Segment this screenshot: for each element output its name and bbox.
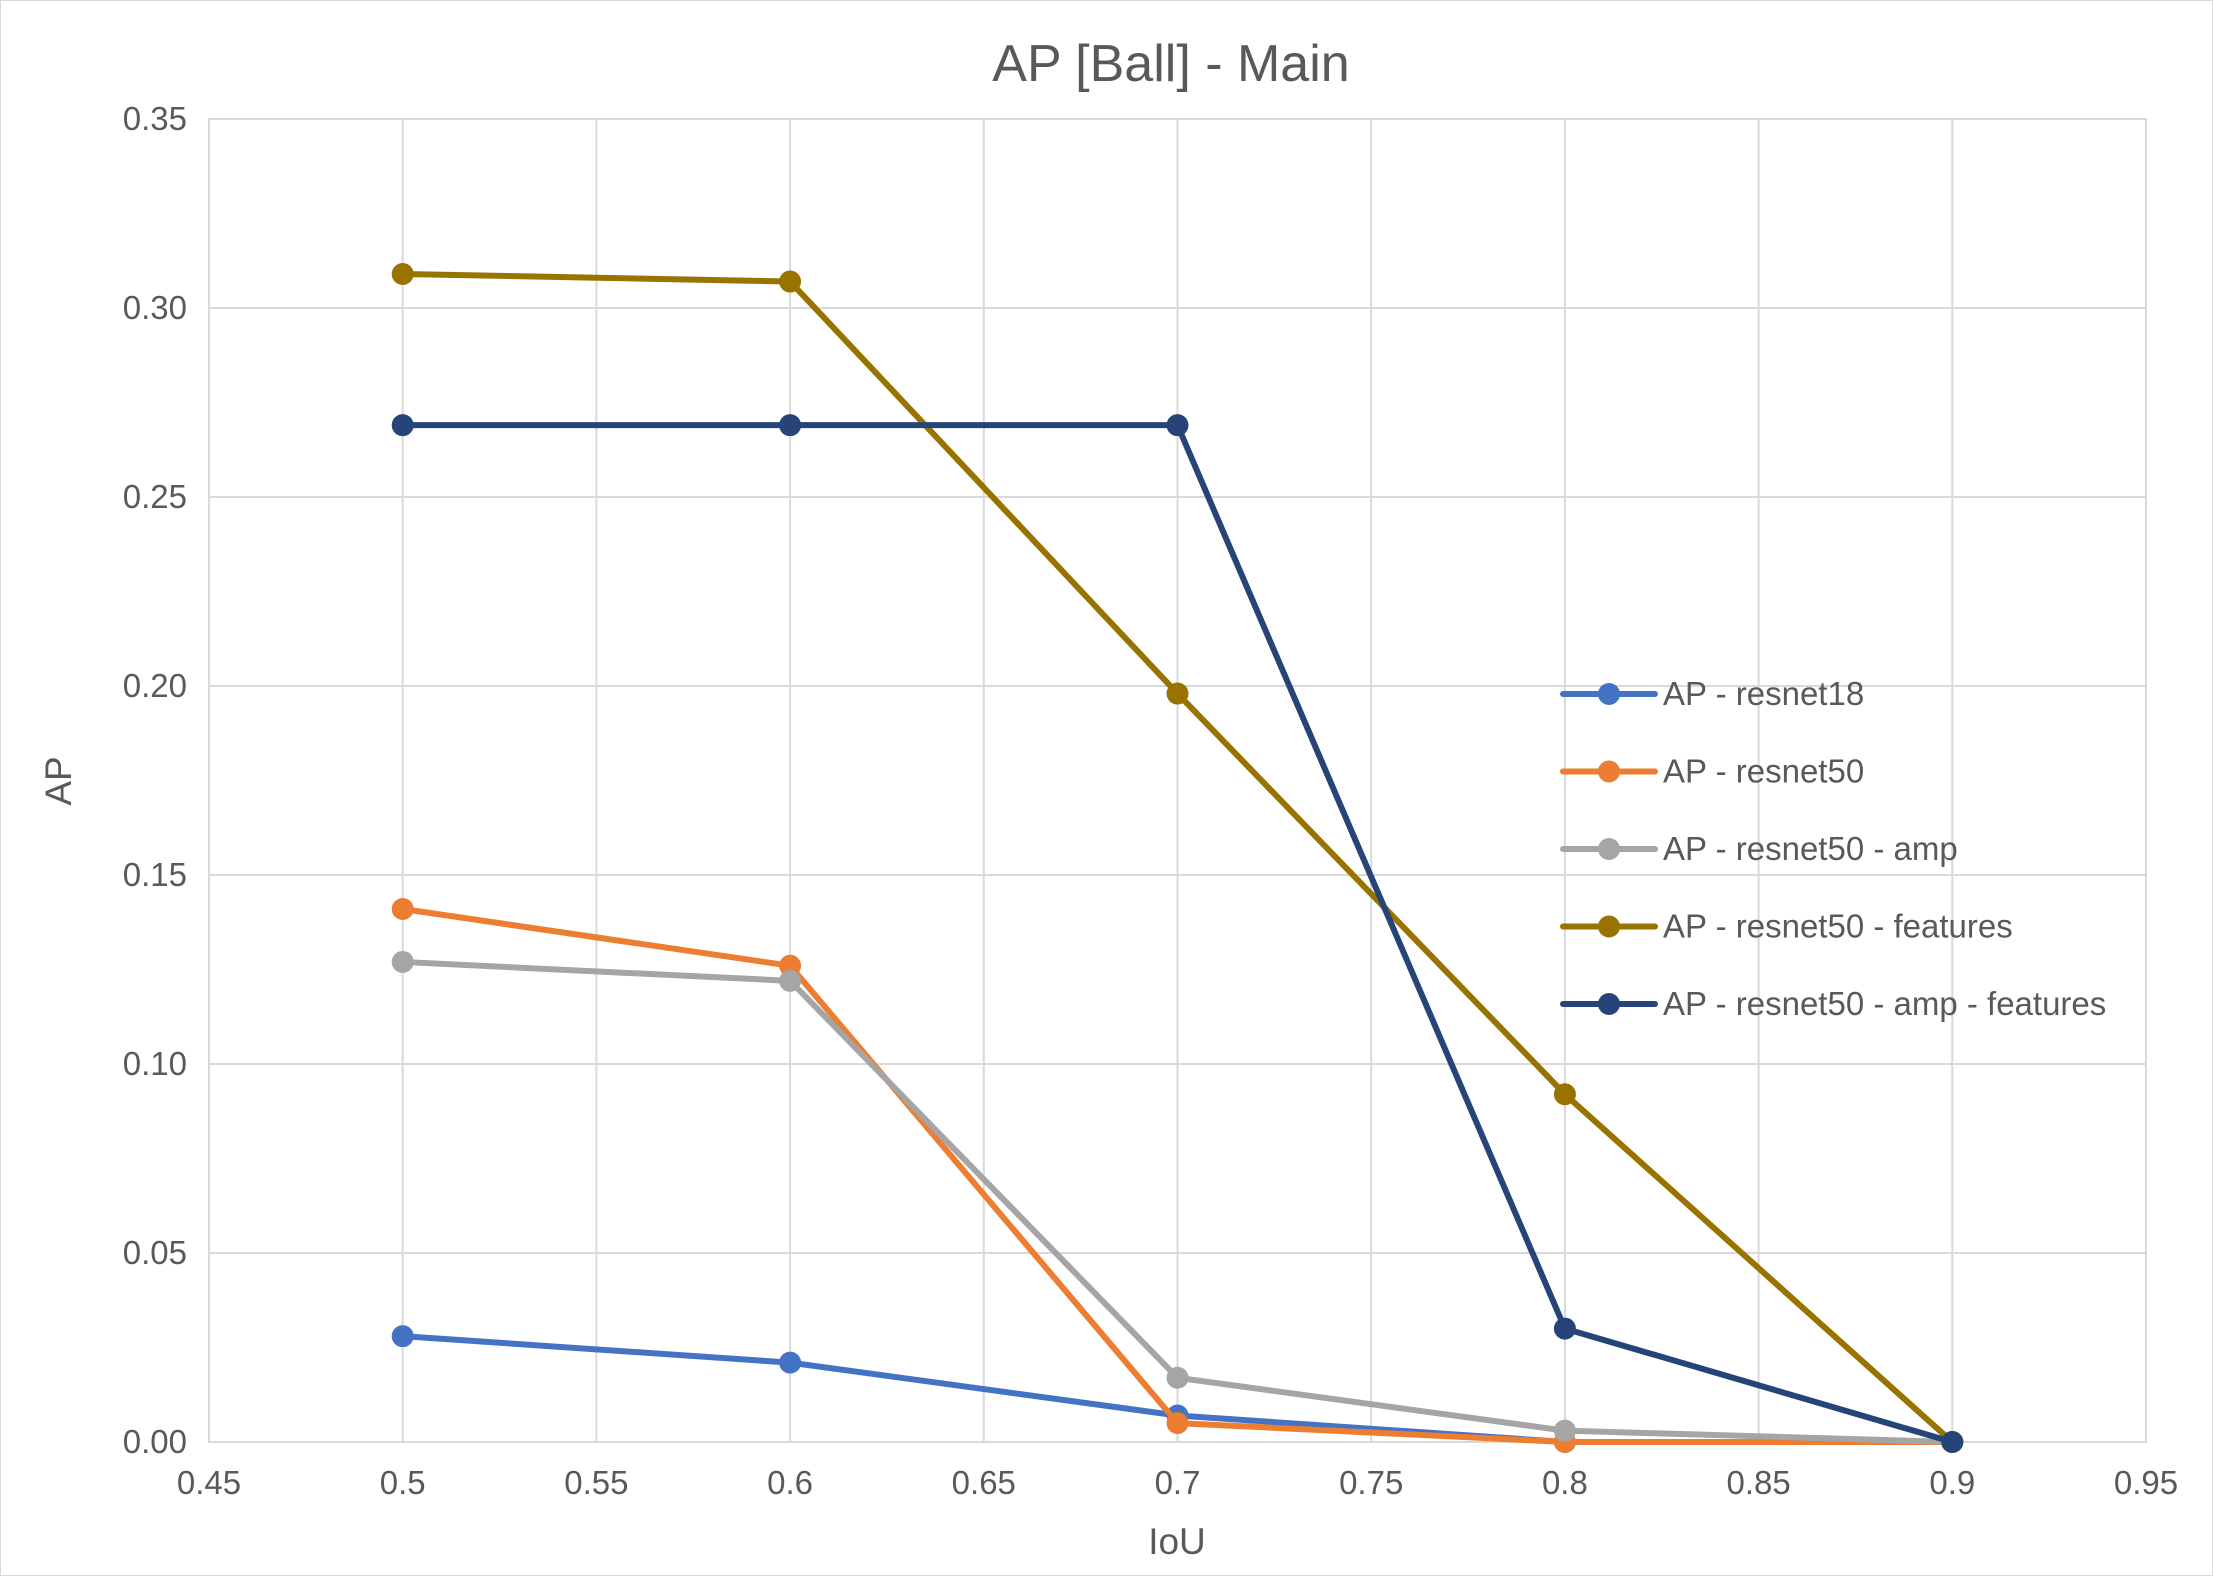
x-tick-label: 0.9 [1929, 1464, 1975, 1501]
data-point [779, 414, 802, 437]
x-tick-label: 0.65 [952, 1464, 1016, 1501]
y-tick-label: 0.05 [123, 1234, 187, 1271]
chart-title: AP [Ball] - Main [992, 35, 1349, 93]
legend-swatch-marker [1598, 683, 1620, 705]
y-tick-label: 0.30 [123, 289, 187, 326]
x-tick-label: 0.5 [380, 1464, 426, 1501]
y-tick-labels: 0.00 0.05 0.10 0.15 0.20 0.25 0.30 0.35 [123, 100, 187, 1460]
data-point [1553, 1419, 1576, 1442]
data-point [1553, 1083, 1576, 1106]
data-point [391, 414, 414, 437]
x-tick-label: 0.55 [564, 1464, 628, 1501]
data-point [779, 969, 802, 992]
legend-item: AP - resnet50 [1560, 753, 1864, 790]
y-tick-label: 0.35 [123, 100, 187, 137]
legend-label: AP - resnet50 - features [1663, 908, 2013, 945]
x-tick-label: 0.8 [1542, 1464, 1588, 1501]
legend-label: AP - resnet18 [1663, 675, 1864, 712]
data-point [1166, 682, 1189, 705]
data-point [1941, 1431, 1964, 1453]
x-tick-label: 0.95 [2114, 1464, 2178, 1501]
data-point [1166, 414, 1189, 437]
data-point [1166, 1412, 1189, 1435]
x-axis-title: IoU [1148, 1521, 1206, 1562]
plot-area-border [208, 118, 2147, 1443]
y-tick-label: 0.15 [123, 856, 187, 893]
data-point [391, 262, 414, 285]
legend-label: AP - resnet50 [1663, 753, 1864, 790]
series-group [391, 262, 1964, 1453]
y-tick-label: 0.25 [123, 478, 187, 515]
legend-swatch-marker [1598, 838, 1620, 860]
legend-label: AP - resnet50 - amp - features [1663, 985, 2106, 1022]
data-point [391, 950, 414, 973]
legend-item: AP - resnet50 - amp [1560, 830, 1958, 867]
y-tick-label: 0.20 [123, 667, 187, 704]
data-point [779, 270, 802, 293]
data-point [391, 898, 414, 921]
legend: AP - resnet18 AP - resnet50 AP - resnet50 … [1560, 675, 2106, 1022]
x-tick-label: 0.6 [767, 1464, 813, 1501]
x-tick-label: 0.85 [1726, 1464, 1790, 1501]
legend-label: AP - resnet50 - amp [1663, 830, 1958, 867]
series-5 [391, 414, 1964, 1453]
data-point [391, 1325, 414, 1348]
data-point [779, 1351, 802, 1374]
legend-swatch-marker [1598, 760, 1620, 783]
y-axis-title: AP [38, 756, 79, 805]
data-point [1553, 1317, 1576, 1340]
legend-swatch-marker [1598, 915, 1620, 938]
data-point [779, 954, 802, 977]
x-tick-label: 0.45 [177, 1464, 241, 1501]
legend-item: AP - resnet50 - features [1560, 908, 2013, 945]
legend-item: AP - resnet18 [1560, 675, 1864, 712]
y-tick-label: 0.10 [123, 1045, 187, 1082]
legend-item: AP - resnet50 - amp - features [1560, 985, 2106, 1022]
x-tick-label: 0.7 [1155, 1464, 1201, 1501]
data-point [1166, 1366, 1189, 1389]
x-tick-labels: 0.45 0.5 0.55 0.6 0.65 0.7 0.75 0.8 0.85 0.9 0.95 [177, 1464, 2178, 1501]
x-tick-label: 0.75 [1339, 1464, 1403, 1501]
y-tick-label: 0.00 [123, 1423, 187, 1460]
legend-swatch-marker [1598, 993, 1620, 1015]
